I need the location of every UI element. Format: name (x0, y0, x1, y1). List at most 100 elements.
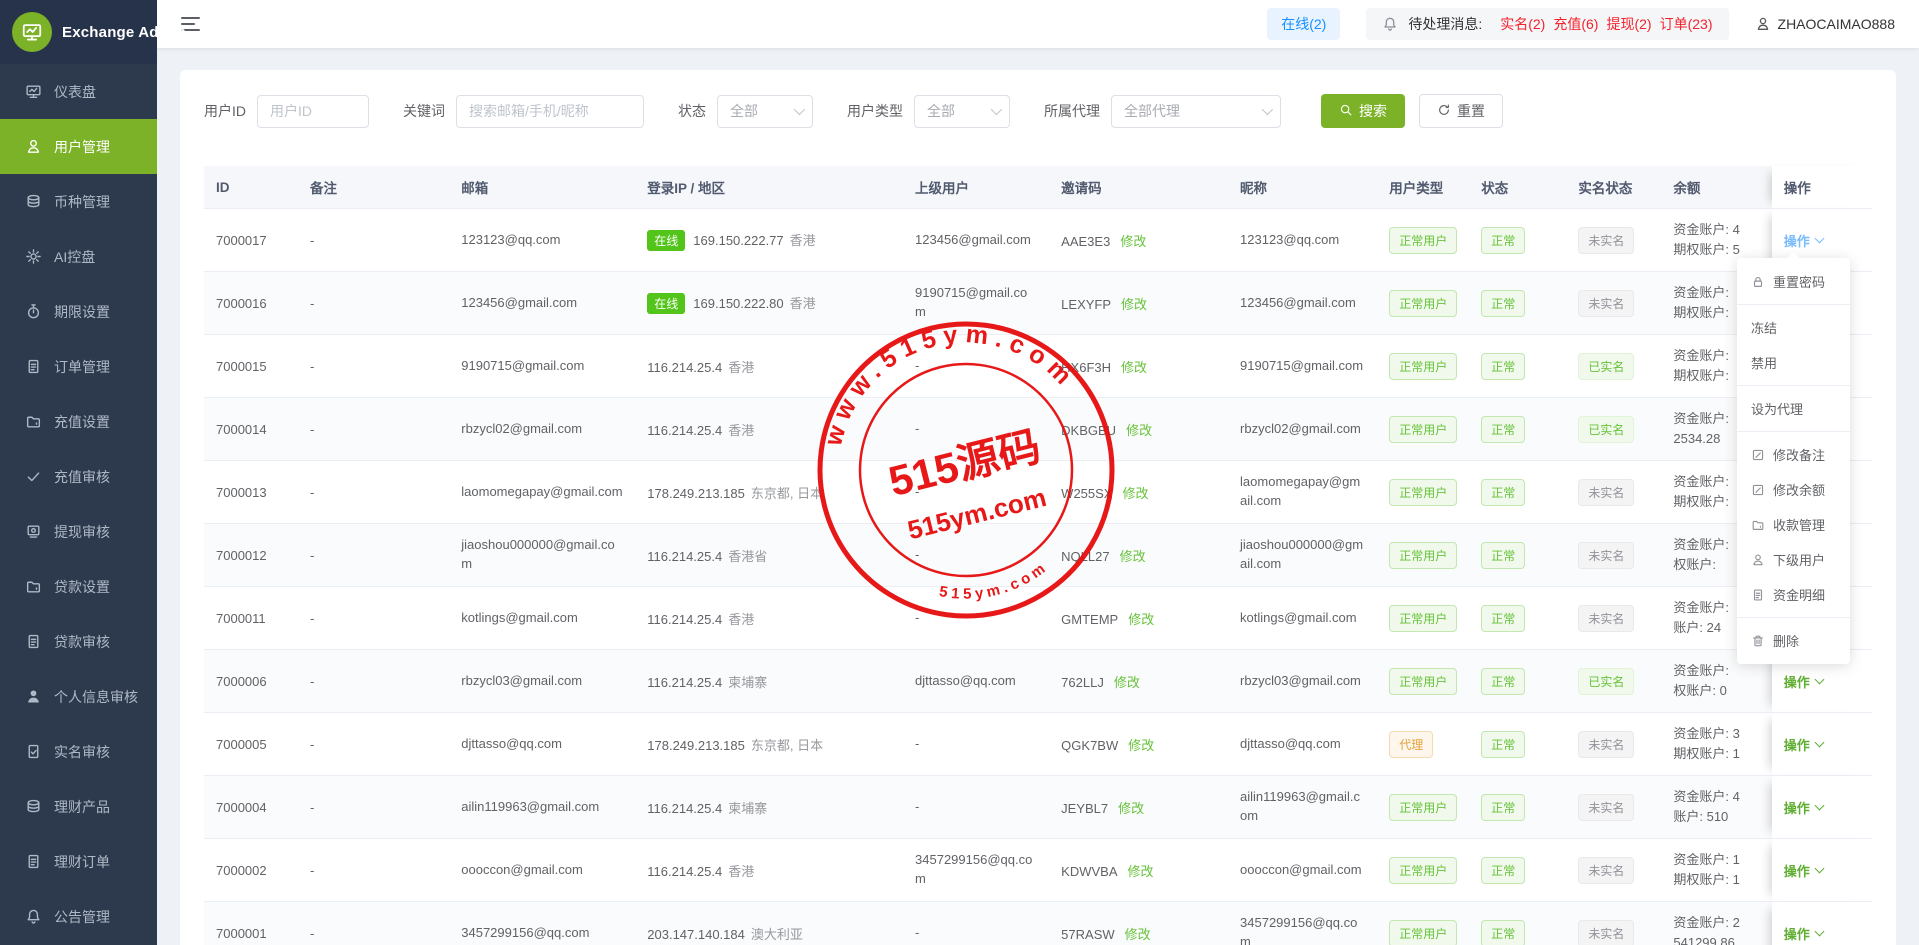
chevron-down-icon (1814, 674, 1825, 684)
sidebar-item-仪表盘[interactable]: 仪表盘 (0, 64, 157, 119)
document-icon (25, 358, 42, 375)
edit-invite-link[interactable]: 修改 (1121, 296, 1148, 312)
account-menu[interactable]: ZHAOCAIMAO888 (1755, 16, 1895, 32)
dropdown-item-下级用户[interactable]: 下级用户 (1737, 542, 1850, 577)
status-badge: 正常 (1481, 541, 1526, 569)
keyword-input[interactable] (456, 94, 644, 128)
edit-invite-link[interactable]: 修改 (1121, 359, 1148, 375)
cell-parent: - (903, 523, 1050, 587)
agent-label: 所属代理 (1044, 103, 1100, 119)
edit-invite-link[interactable]: 修改 (1128, 737, 1155, 753)
user-id-input[interactable] (257, 94, 369, 128)
edit-invite-link[interactable]: 修改 (1120, 233, 1147, 249)
edit-invite-link[interactable]: 修改 (1127, 863, 1154, 879)
sidebar-item-用户管理[interactable]: 用户管理 (0, 119, 157, 174)
column-header: 昵称 (1228, 166, 1378, 209)
cell-user-type: 正常用户 (1377, 334, 1470, 398)
user-type-badge: 正常用户 (1389, 352, 1458, 380)
sidebar-item-贷款设置[interactable]: 贷款设置 (0, 559, 157, 614)
cell-parent: 3457299156@qq.com (903, 838, 1050, 902)
sidebar-item-公告管理[interactable]: 公告管理 (0, 889, 157, 944)
realname-badge: 已实名 (1578, 667, 1635, 695)
dropdown-item-修改备注[interactable]: 修改备注 (1737, 437, 1850, 472)
menu-collapse-icon[interactable] (181, 13, 200, 35)
pending-link[interactable]: 订单(23) (1659, 16, 1713, 32)
table-row: 7000015-9190715@gmail.com 116.214.25.4 香港 -… (204, 334, 1872, 398)
edit-invite-link[interactable]: 修改 (1122, 485, 1149, 501)
pending-link[interactable]: 充值(6) (1553, 16, 1599, 32)
sidebar-item-订单管理[interactable]: 订单管理 (0, 339, 157, 394)
column-header: 邀请码 (1049, 166, 1229, 209)
cell-email: ailin119963@gmail.com (449, 775, 636, 839)
cell-email: djttasso@qq.com (449, 712, 636, 776)
cell-invite: 762LLJ 修改 (1049, 649, 1229, 713)
cell-user-type: 正常用户 (1377, 586, 1470, 650)
cell-realname: 未实名 (1566, 775, 1662, 839)
cell-invite: W255SX 修改 (1049, 460, 1229, 524)
sidebar-item-理财订单[interactable]: 理财订单 (0, 834, 157, 889)
cell-remark: - (298, 334, 450, 398)
cell-user-type: 正常用户 (1377, 523, 1470, 587)
row-action-button[interactable]: 操作 (1784, 924, 1825, 943)
row-action-button[interactable]: 操作 (1784, 861, 1825, 880)
cell-realname: 未实名 (1566, 838, 1662, 902)
table-row: 7000005- djttasso@qq.com 178.249.213.185 东京… (204, 712, 1872, 776)
edit-invite-link[interactable]: 修改 (1124, 926, 1151, 942)
cell-email: 3457299156@qq.com (449, 901, 636, 945)
edit-invite-link[interactable]: 修改 (1118, 800, 1145, 816)
user-type-badge: 正常用户 (1389, 793, 1458, 821)
dropdown-item-资金明细[interactable]: 资金明细 (1737, 577, 1850, 612)
edit-invite-link[interactable]: 修改 (1128, 611, 1155, 627)
online-status-badge[interactable]: 在线(2) (1267, 8, 1341, 40)
dropdown-item-禁用[interactable]: 禁用 (1751, 356, 1778, 371)
cell-email: oooccon@gmail.com (449, 838, 636, 902)
cell-ip: 178.249.213.185 东京都, 日本 (635, 460, 904, 524)
column-header: 余额 (1661, 166, 1772, 209)
pending-link[interactable]: 实名(2) (1500, 16, 1546, 32)
app-logo: Exchange Admin (0, 0, 186, 64)
search-button[interactable]: 搜索 (1321, 94, 1405, 128)
user-management-card: 用户ID 关键词 状态 全部 用户类型 全部 所属代理 (180, 70, 1896, 945)
row-action-button[interactable]: 操作 (1784, 231, 1825, 250)
cell-status: 正常 (1469, 901, 1567, 945)
dropdown-item-冻结[interactable]: 冻结 (1751, 321, 1778, 336)
edit-icon (1751, 483, 1765, 497)
pending-link[interactable]: 提现(2) (1606, 16, 1652, 32)
sidebar-item-个人信息审核[interactable]: 个人信息审核 (0, 669, 157, 724)
edit-invite-link[interactable]: 修改 (1119, 548, 1146, 564)
user-type-select[interactable]: 全部 (914, 94, 1010, 128)
realname-badge: 未实名 (1578, 541, 1635, 569)
cell-parent: 9190715@gmail.com (903, 271, 1050, 335)
row-action-button[interactable]: 操作 (1784, 672, 1825, 691)
edit-invite-link[interactable]: 修改 (1126, 422, 1153, 438)
sidebar-item-充值审核[interactable]: 充值审核 (0, 449, 157, 504)
sidebar-item-币种管理[interactable]: 币种管理 (0, 174, 157, 229)
sidebar-item-实名审核[interactable]: 实名审核 (0, 724, 157, 779)
agent-select[interactable]: 全部代理 (1111, 94, 1281, 128)
dropdown-item-重置密码[interactable]: 重置密码 (1737, 264, 1850, 299)
sidebar-item-AI控盘[interactable]: AI控盘 (0, 229, 157, 284)
sidebar-item-理财产品[interactable]: 理财产品 (0, 779, 157, 834)
status-select[interactable]: 全部 (717, 94, 813, 128)
sidebar-item-贷款审核[interactable]: 贷款审核 (0, 614, 157, 669)
dropdown-item-删除[interactable]: 删除 (1737, 623, 1850, 658)
table-header-row: ID 备注 邮箱 登录IP / 地区 上级用户 邀请码 昵称 用户类型 状态 实名状态 余额 操作 (204, 166, 1872, 209)
edit-invite-link[interactable]: 修改 (1113, 674, 1140, 690)
column-header: 邮箱 (449, 166, 636, 209)
dropdown-item-收款管理[interactable]: 收款管理 (1737, 507, 1850, 542)
cell-status: 正常 (1469, 460, 1567, 524)
row-action-button[interactable]: 操作 (1784, 735, 1825, 754)
sidebar-item-充值设置[interactable]: 充值设置 (0, 394, 157, 449)
dropdown-item-设为代理[interactable]: 设为代理 (1751, 402, 1804, 417)
user-table: ID 备注 邮箱 登录IP / 地区 上级用户 邀请码 昵称 用户类型 状态 实名状态 余额 操作 7… (204, 166, 1872, 945)
table-row: 7000012- jiaoshou000000@gmail.com 116.214.… (204, 523, 1872, 587)
sidebar-item-提现审核[interactable]: 提现审核 (0, 504, 157, 559)
dropdown-item-修改余额[interactable]: 修改余额 (1737, 472, 1850, 507)
cell-id: 7000002 (204, 838, 299, 902)
sidebar-item-期限设置[interactable]: 期限设置 (0, 284, 157, 339)
cell-realname: 未实名 (1566, 586, 1662, 650)
cell-status: 正常 (1469, 775, 1567, 839)
row-action-button[interactable]: 操作 (1784, 798, 1825, 817)
table-row: 7000014- rbzycl02@gmail.com 116.214.25.4 香港… (204, 397, 1872, 461)
reset-button[interactable]: 重置 (1419, 94, 1503, 128)
